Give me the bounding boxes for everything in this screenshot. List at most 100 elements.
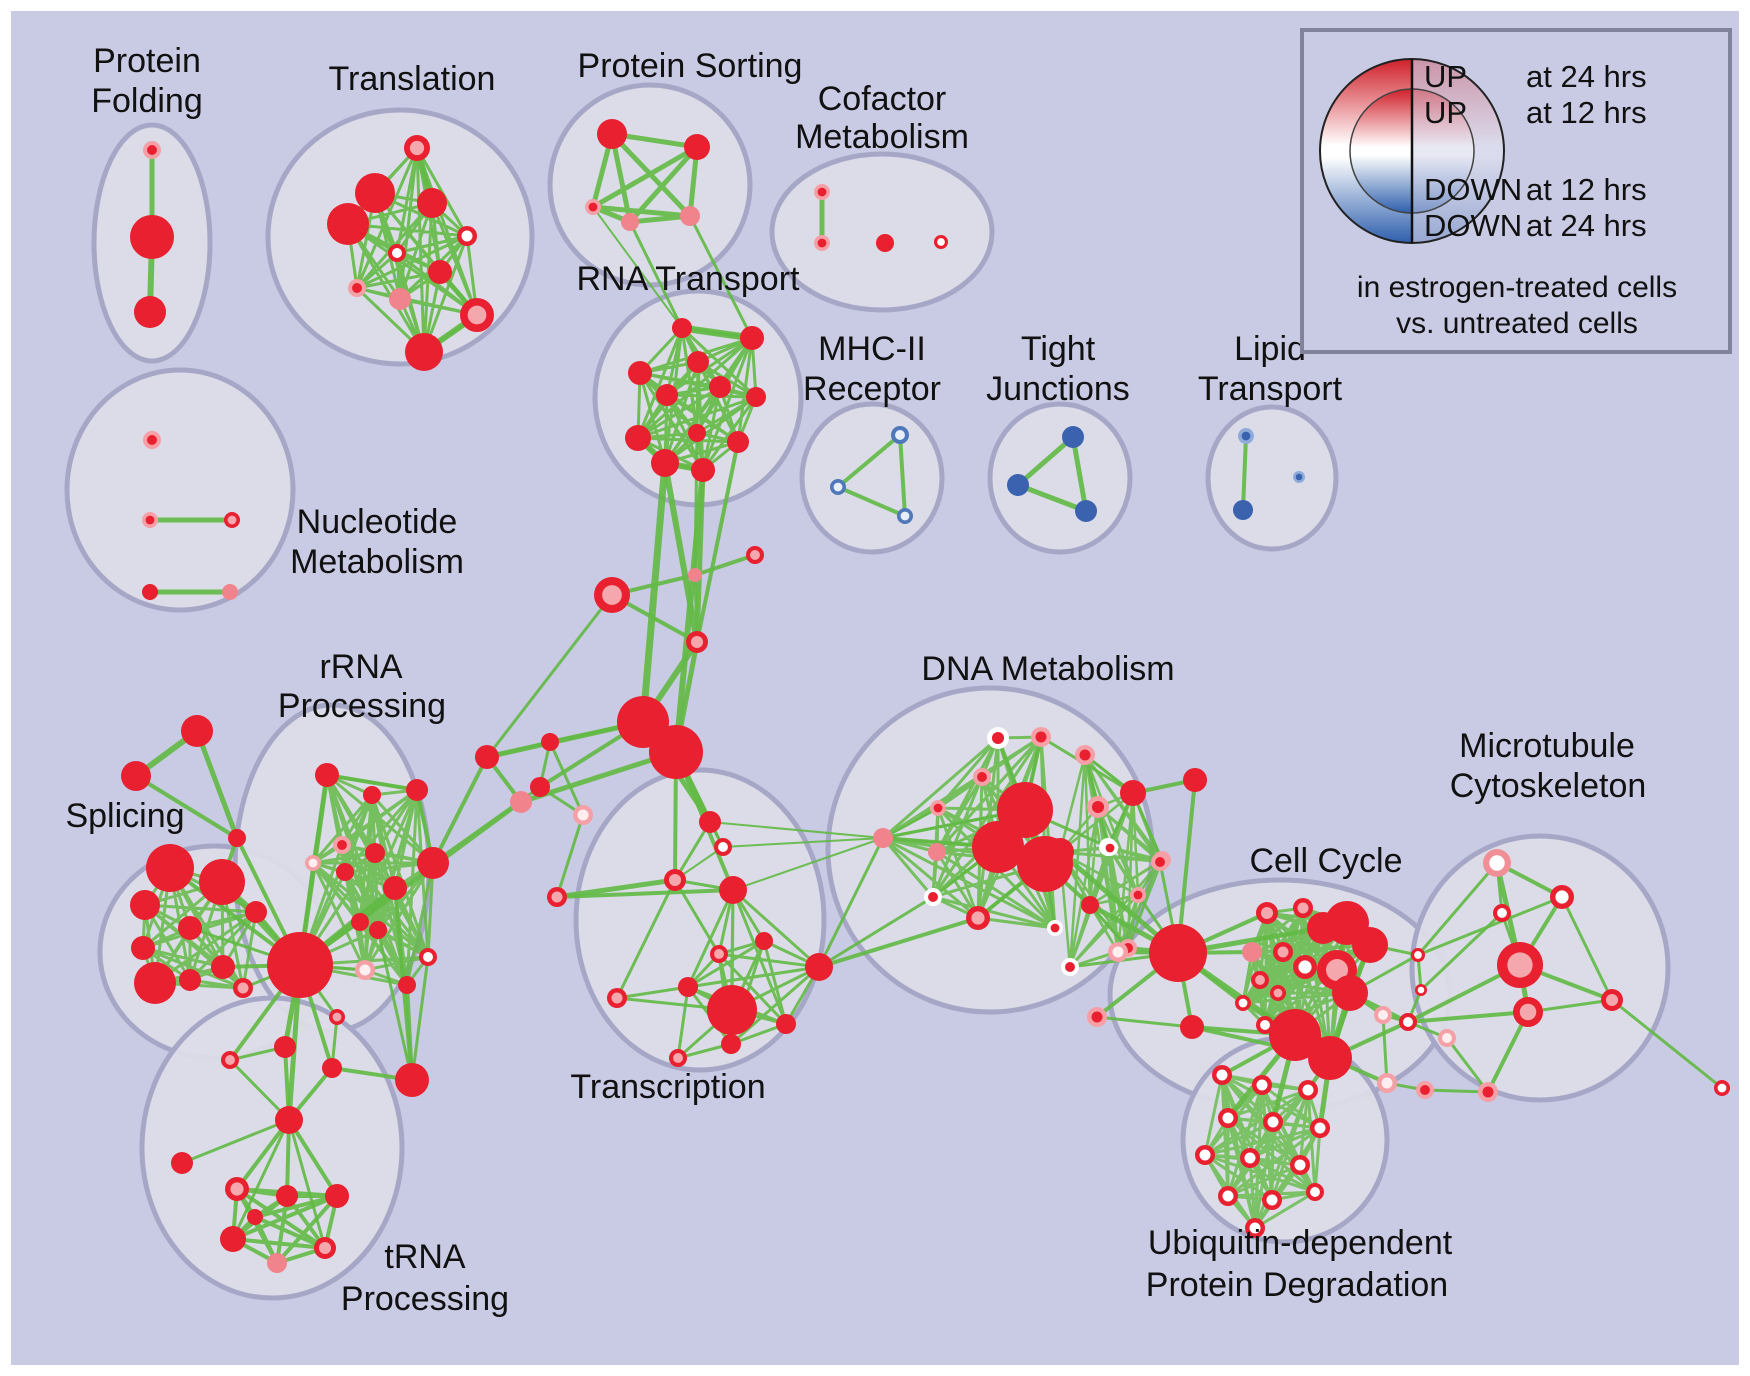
gene-node	[1293, 898, 1313, 918]
gene-node	[972, 821, 1024, 873]
gene-node	[727, 431, 749, 453]
edge	[628, 220, 684, 330]
edge	[882, 807, 939, 839]
cluster-label-rrna-processing-line2: Processing	[278, 687, 446, 725]
cluster-label-rrna-processing-line1: rRNA	[319, 648, 402, 686]
gene-node	[746, 546, 764, 564]
cluster-label-trna-processing-line1: tRNA	[384, 1238, 466, 1276]
gene-node	[428, 260, 452, 284]
gene-node	[651, 449, 679, 477]
gene-node	[398, 976, 416, 994]
gene-node	[891, 426, 909, 444]
edge	[673, 820, 712, 882]
gene-node	[934, 235, 948, 249]
cluster-label-rna-transport: RNA Transport	[577, 260, 801, 298]
gene-node	[406, 779, 428, 801]
edge	[673, 878, 721, 956]
edge	[693, 431, 699, 577]
cluster-label-cofactor-metabolism-line2: Metabolism	[795, 118, 969, 156]
gene-node	[1102, 840, 1118, 856]
gene-node	[1256, 902, 1278, 924]
edge	[693, 573, 699, 644]
cluster-label-dna-metabolism: DNA Metabolism	[921, 650, 1174, 688]
gene-node	[1031, 727, 1051, 747]
gene-node	[805, 953, 833, 981]
edge	[1423, 1088, 1490, 1094]
legend-direction-4: DOWN	[1424, 208, 1522, 243]
gene-node	[1075, 500, 1097, 522]
edge	[1015, 482, 1089, 514]
edge	[287, 1118, 327, 1250]
legend-caption-line2: vs. untreated cells	[1396, 307, 1638, 340]
gene-node	[181, 715, 213, 747]
cluster-label-microtubule-cytoskeleton-line1: Microtubule	[1459, 727, 1635, 765]
gene-node	[1242, 942, 1262, 962]
gene-node	[1374, 1006, 1392, 1024]
gene-node	[1478, 1082, 1498, 1102]
gene-node	[130, 890, 160, 920]
gene-node	[267, 932, 333, 998]
edge	[836, 433, 902, 489]
edge	[1381, 1013, 1389, 1085]
gene-node	[1270, 985, 1286, 1001]
gene-node	[274, 1036, 296, 1058]
gene-node	[746, 387, 766, 407]
gene-node	[395, 1063, 429, 1097]
gene-node	[597, 119, 627, 149]
edge	[235, 1118, 291, 1191]
gene-node	[1251, 971, 1269, 989]
gene-node	[1306, 1183, 1324, 1201]
gene-node	[305, 855, 321, 871]
gene-node	[709, 376, 731, 398]
gene-node	[1493, 904, 1511, 922]
gene-node	[930, 800, 946, 816]
cluster-ellipse-cofactor-metabolism	[769, 151, 995, 313]
gene-node	[363, 786, 381, 804]
gene-node	[1218, 1108, 1238, 1128]
edge-mesh-1	[590, 131, 700, 225]
edge	[1070, 434, 1089, 514]
gene-node	[220, 1226, 246, 1252]
legend-time-3: at 12 hrs	[1526, 172, 1647, 207]
gene-node	[699, 811, 721, 833]
legend-direction-1: UP	[1424, 59, 1467, 94]
gene-node	[997, 782, 1053, 838]
gene-node	[1183, 768, 1207, 792]
gene-node	[973, 768, 991, 786]
edge	[555, 813, 585, 899]
edge	[1610, 998, 1724, 1090]
edge	[180, 1118, 291, 1165]
gene-node	[325, 1184, 349, 1208]
edge	[431, 755, 489, 865]
gene-node	[199, 859, 245, 905]
gene-node	[1262, 1190, 1282, 1210]
gene-node	[460, 298, 494, 332]
gene-node	[966, 906, 990, 930]
gene-node	[707, 985, 757, 1035]
gene-node	[131, 936, 155, 960]
gene-node	[351, 913, 369, 931]
gene-node	[1130, 887, 1146, 903]
gene-node	[225, 1177, 249, 1201]
cluster-label-cell-cycle: Cell Cycle	[1249, 842, 1402, 880]
gene-node	[1714, 1080, 1730, 1096]
edge	[1095, 1015, 1194, 1029]
gene-node	[134, 962, 176, 1004]
cluster-ellipse-lipid-transport	[1205, 404, 1339, 552]
edge	[410, 955, 430, 1082]
gene-node	[457, 226, 477, 246]
gene-node	[1218, 1186, 1238, 1206]
gene-node	[621, 213, 639, 231]
cluster-label-ubiquitin-degradation-line2: Protein Degradation	[1146, 1266, 1448, 1304]
gene-node	[530, 777, 550, 797]
gene-node	[1256, 1016, 1274, 1034]
gene-node	[179, 969, 201, 991]
gene-node	[625, 425, 651, 451]
gene-node	[1007, 474, 1029, 496]
gene-node	[404, 135, 430, 161]
edge	[1088, 903, 1130, 950]
gene-node	[987, 727, 1009, 749]
gene-node	[776, 1014, 796, 1034]
